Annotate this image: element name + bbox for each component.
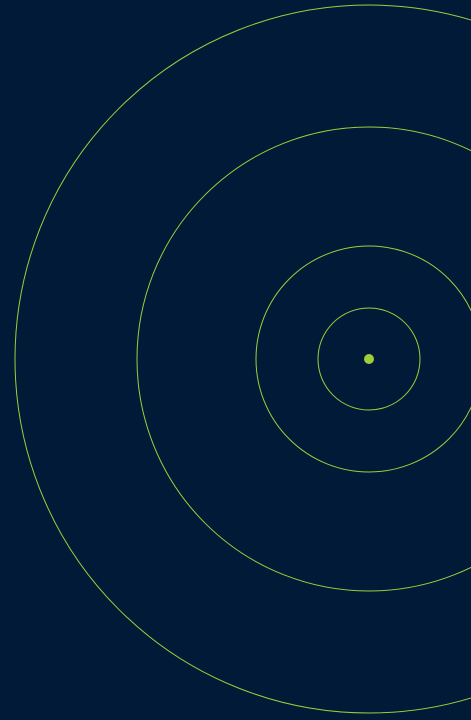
ring-inner bbox=[317, 307, 421, 411]
center-dot bbox=[364, 354, 374, 364]
ring-outer bbox=[14, 4, 471, 714]
ring-medium bbox=[255, 245, 471, 473]
ring-large bbox=[136, 126, 471, 592]
